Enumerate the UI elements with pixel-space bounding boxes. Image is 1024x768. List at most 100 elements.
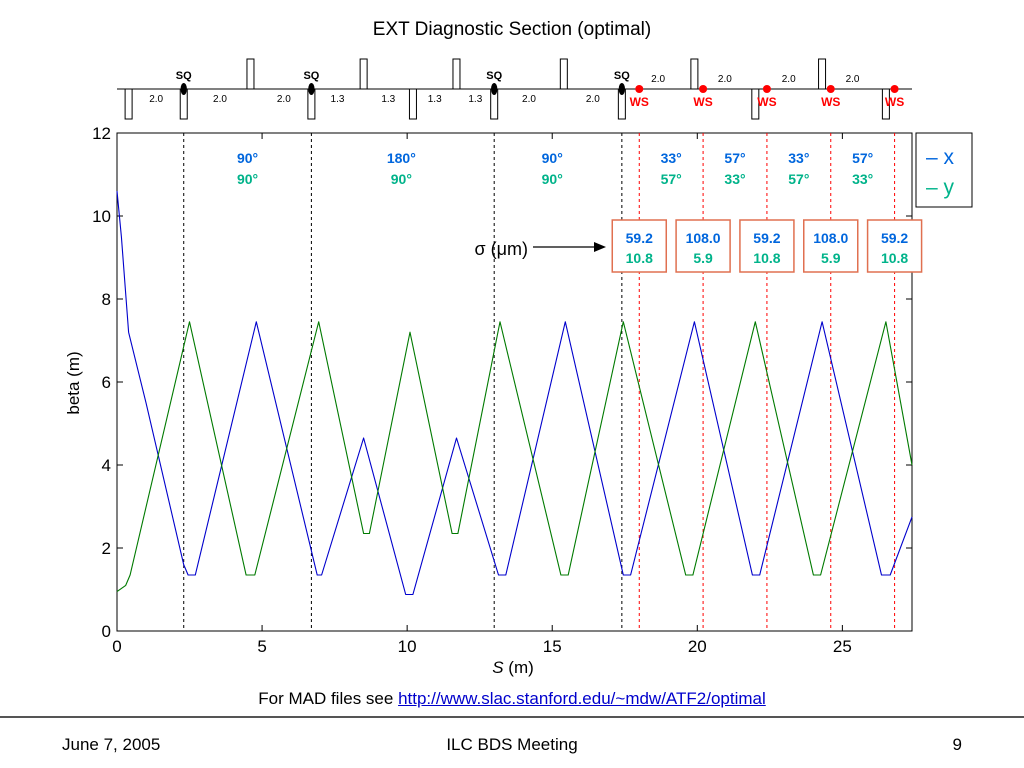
sigma-box [866,219,923,273]
quadrupole-magnet [452,58,461,90]
drift-length-label: 2.0 [213,94,227,105]
skew-quad-marker [618,83,626,95]
drift-length-label: 2.0 [277,94,291,105]
sigma-value-y: 5.9 [821,250,841,266]
sigma-value-y: 5.9 [693,250,713,266]
x-axis-label: S (m) [492,658,534,677]
wire-scanner-marker [635,85,644,93]
quadrupole-magnet [246,58,255,90]
quadrupole-magnet [751,88,760,120]
series-line-y [116,321,913,593]
page-number: 9 [952,735,962,754]
y-tick-label: 10 [92,207,111,226]
drift-length-label: 2.0 [651,74,665,85]
phase-label-x: 33° [788,150,809,166]
sigma-value-y: 10.8 [881,250,908,266]
mad-files-link[interactable]: http://www.slac.stanford.edu/~mdw/ATF2/o… [398,689,766,708]
drift-length-label: 2.0 [718,74,732,85]
sigma-label: σ (μm) [475,239,528,259]
legend-entry-y: – y [926,176,955,199]
drift-length-label: 2.0 [846,74,860,85]
y-tick-label: 4 [102,456,111,475]
y-tick-label: 12 [92,124,111,143]
footer-date: June 7, 2005 [62,735,161,754]
drift-length-label: 2.0 [149,94,163,105]
sigma-box [803,219,859,273]
sigma-box [611,219,668,273]
wire-scanner-label: WS [630,95,649,109]
quadrupole-magnet [124,88,133,120]
phase-label-y: 33° [852,171,873,187]
drift-length-label: 2.0 [586,94,600,105]
skew-quad-label: SQ [303,70,319,82]
sigma-value-x: 59.2 [626,230,653,246]
drift-length-label: 2.0 [782,74,796,85]
drift-length-label: 1.3 [331,94,345,105]
x-axis-symbol: S [492,658,504,677]
x-tick-label: 10 [398,637,417,656]
wire-scanner-marker [826,85,835,93]
x-axis-unit: (m) [508,658,533,677]
wire-scanner-label: WS [693,95,712,109]
mad-note-text: For MAD files see [258,689,394,708]
quadrupole-magnet [408,88,417,120]
sigma-value-x: 108.0 [813,230,848,246]
legend-box [915,132,973,208]
phase-label-x: 57° [852,150,873,166]
quadrupole-magnet [690,58,699,90]
sigma-value-x: 108.0 [686,230,721,246]
annotations: 90° 90° 180° 90° 90° 90° 33° 57° 57° 33° 33° 57° 57°… [237,132,973,273]
x-tick-label: 25 [833,637,852,656]
sigma-value-y: 10.8 [753,250,780,266]
phase-label-x: 57° [724,150,745,166]
quadrupole-magnet [881,88,890,120]
phase-label-x: 33° [661,150,682,166]
x-tick-label: 0 [112,637,121,656]
drift-length-label: 1.3 [428,94,442,105]
skew-quad-marker [308,83,315,95]
wire-scanner-label: WS [757,95,776,109]
phase-label-y: 57° [788,171,809,187]
phase-label-x: 90° [237,150,258,166]
x-tick-label: 20 [688,637,707,656]
phase-label-y: 33° [724,171,745,187]
wire-scanner-marker [699,85,708,93]
skew-quad-label: SQ [176,70,192,82]
drift-length-label: 2.0 [522,94,536,105]
drift-length-label: 1.3 [381,94,395,105]
skew-quad-marker [490,83,498,95]
y-tick-label: 2 [102,539,111,558]
y-axis-label: beta (m) [64,351,83,414]
plot-area: 0 5 10 15 20 25 0 2 4 6 8 10 12 [92,124,913,656]
wire-scanner-marker [890,85,899,93]
phase-label-y: 57° [661,171,682,187]
phase-label-y: 90° [391,171,412,187]
drift-length-label: 1.3 [468,94,482,105]
mad-files-note: For MAD files see http://www.slac.stanfo… [0,689,1024,709]
chart-title: EXT Diagnostic Section (optimal) [373,19,651,40]
phase-label-x: 90° [542,150,563,166]
sigma-value-y: 10.8 [626,250,653,266]
footer-title: ILC BDS Meeting [446,735,578,754]
skew-quad-marker [180,83,187,95]
sigma-value-x: 59.2 [753,230,780,246]
sigma-box [739,219,795,273]
quadrupole-magnet [559,58,568,90]
wire-scanner-label: WS [821,95,840,109]
y-tick-label: 0 [102,622,111,641]
skew-quad-label: SQ [486,70,502,82]
series-line-x [116,191,913,596]
quadrupole-magnet [818,58,827,90]
phase-label-y: 90° [237,171,258,187]
footer-divider [0,716,1024,718]
phase-label-x: 180° [387,150,416,166]
legend-entry-x: – x [926,146,955,169]
y-tick-label: 6 [102,373,111,392]
sigma-value-x: 59.2 [881,230,908,246]
wire-scanner-marker [762,85,771,93]
sigma-arrow-head [594,242,606,252]
quadrupole-magnet [359,58,368,90]
x-tick-label: 15 [543,637,562,656]
